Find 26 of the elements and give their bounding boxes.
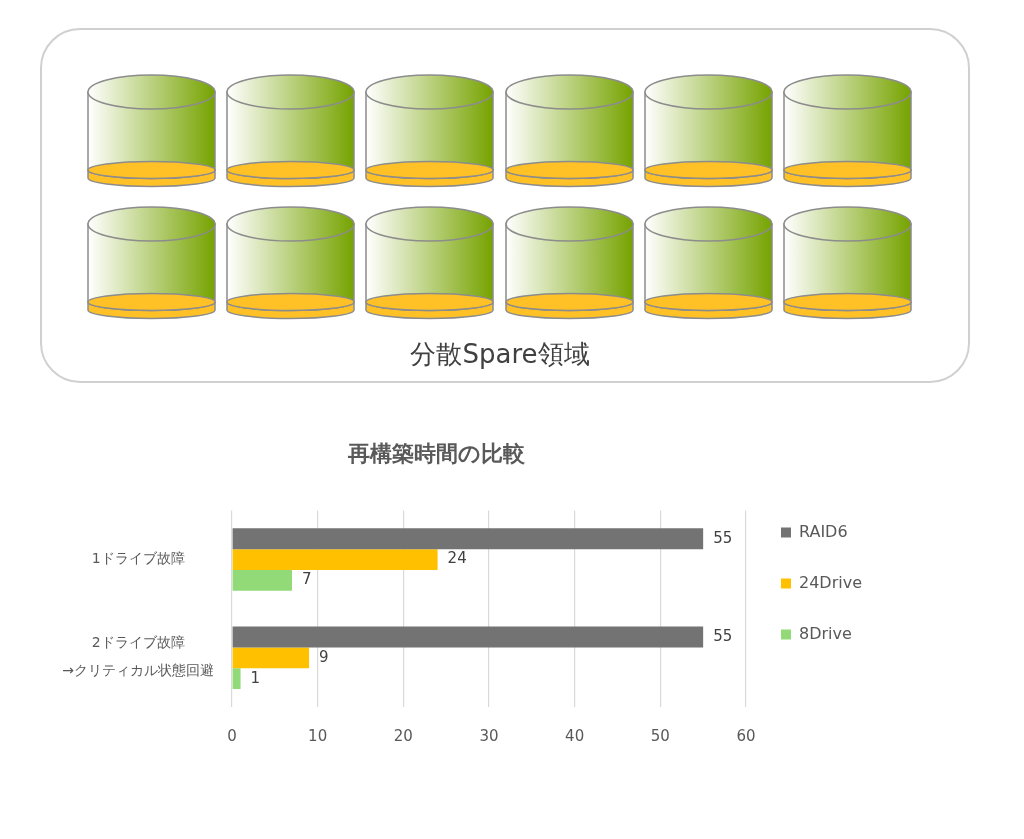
- data-label: 55: [713, 626, 733, 645]
- bar: [232, 626, 704, 648]
- legend-label: 24Drive: [798, 572, 862, 592]
- x-tick-label: 20: [393, 726, 413, 745]
- data-label: 24: [447, 549, 467, 568]
- y-tick-label: 2ドライブ故障 →クリティカル状態回避: [62, 634, 214, 679]
- data-label: 1: [250, 668, 261, 687]
- legend-label: RAID6: [798, 521, 848, 541]
- bar: [232, 647, 310, 669]
- x-tick-label: 50: [650, 726, 670, 745]
- x-tick-label: 0: [227, 726, 237, 745]
- data-label: 55: [713, 528, 733, 547]
- legend-label: 8Drive: [798, 623, 852, 643]
- y-tick-label: 1ドライブ故障: [91, 550, 185, 567]
- x-tick-label: 40: [565, 726, 585, 745]
- bar: [232, 569, 292, 591]
- text: 分散Spare領域: [410, 339, 590, 369]
- x-tick-label: 10: [308, 726, 328, 745]
- bar: [232, 668, 241, 690]
- data-label: 7: [301, 570, 312, 589]
- bar: [232, 528, 704, 550]
- x-tick-label: 60: [736, 726, 756, 745]
- x-tick-label: 30: [479, 726, 499, 745]
- bar: [232, 549, 438, 570]
- data-label: 9: [319, 647, 329, 666]
- chart-title: 再構築時間の比較: [346, 440, 526, 466]
